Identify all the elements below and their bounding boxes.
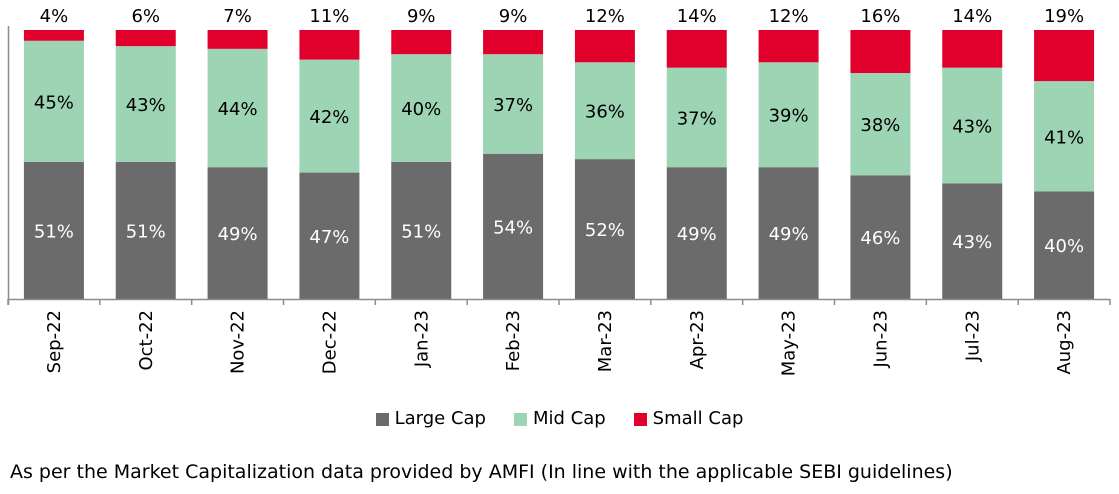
data-label-large-cap-jun-23: 46%	[860, 228, 900, 249]
bar-small-cap-aug-23	[1034, 30, 1095, 82]
bar-small-cap-may-23	[758, 30, 819, 63]
data-label-small-cap-apr-23: 14%	[677, 6, 717, 27]
legend-label-mid-cap: Mid Cap	[532, 408, 606, 429]
legend-label-small-cap: Small Cap	[652, 408, 744, 429]
x-tick-label-jul-23: Jul-23	[962, 310, 983, 362]
legend-label-large-cap: Large Cap	[394, 408, 486, 429]
data-label-mid-cap-may-23: 39%	[769, 106, 809, 127]
chart-legend: Large Cap Mid Cap Small Cap	[0, 404, 1119, 430]
legend-swatch-mid-cap	[513, 412, 527, 426]
legend-item-small-cap: Small Cap	[633, 404, 744, 430]
data-label-mid-cap-dec-22: 42%	[309, 107, 349, 128]
bar-mid-cap-may-23	[758, 62, 819, 168]
x-tick-label-mar-23: Mar-23	[595, 310, 616, 372]
bar-mid-cap-jun-23	[850, 73, 911, 176]
bar-small-cap-apr-23	[666, 30, 727, 68]
data-label-mid-cap-oct-22: 43%	[126, 95, 166, 116]
data-label-large-cap-nov-22: 49%	[218, 224, 258, 245]
data-label-large-cap-feb-23: 54%	[493, 217, 533, 238]
bar-small-cap-jul-23	[942, 30, 1003, 68]
bar-small-cap-jun-23	[850, 30, 911, 74]
data-label-mid-cap-jun-23: 38%	[860, 115, 900, 136]
bar-mid-cap-sep-22	[23, 40, 84, 162]
legend-swatch-small-cap	[633, 412, 647, 426]
bar-large-cap-jan-23	[391, 161, 452, 299]
x-tick-label-feb-23: Feb-23	[503, 310, 524, 371]
data-label-small-cap-may-23: 12%	[769, 6, 809, 27]
x-tick-label-oct-22: Oct-22	[136, 310, 157, 371]
data-label-mid-cap-feb-23: 37%	[493, 95, 533, 116]
data-label-mid-cap-jan-23: 40%	[401, 99, 441, 120]
bar-small-cap-jan-23	[391, 30, 452, 55]
data-label-large-cap-mar-23: 52%	[585, 220, 625, 241]
bar-large-cap-sep-22	[23, 161, 84, 299]
bar-mid-cap-feb-23	[483, 54, 544, 154]
data-label-small-cap-dec-22: 11%	[309, 6, 349, 27]
bar-large-cap-aug-23	[1034, 191, 1095, 299]
data-label-mid-cap-sep-22: 45%	[34, 92, 74, 113]
data-label-large-cap-jan-23: 51%	[401, 221, 441, 242]
data-label-small-cap-nov-22: 7%	[223, 6, 252, 27]
data-label-large-cap-aug-23: 40%	[1044, 236, 1084, 257]
bar-mid-cap-dec-22	[299, 59, 360, 173]
data-label-small-cap-mar-23: 12%	[585, 6, 625, 27]
x-tick-label-sep-22: Sep-22	[44, 310, 65, 373]
data-label-small-cap-jun-23: 16%	[860, 6, 900, 27]
bar-large-cap-dec-22	[299, 172, 360, 299]
data-label-mid-cap-aug-23: 41%	[1044, 127, 1084, 148]
bar-mid-cap-aug-23	[1034, 81, 1095, 192]
x-tick-label-dec-22: Dec-22	[319, 310, 340, 374]
data-label-small-cap-aug-23: 19%	[1044, 6, 1084, 27]
x-tick-label-aug-23: Aug-23	[1054, 310, 1075, 375]
bar-small-cap-oct-22	[115, 30, 176, 47]
bar-small-cap-sep-22	[23, 30, 84, 41]
x-tick-label-jan-23: Jan-23	[411, 310, 432, 368]
footnote: As per the Market Capitalization data pr…	[10, 461, 953, 483]
data-label-large-cap-jul-23: 43%	[952, 232, 992, 253]
stacked-bar-chart: 51% 45% 4% 51% 43% 6% 49% 44% 7% 47% 42% 11% 51% 40% 9…	[7, 6, 1111, 376]
x-tick-label-apr-23: Apr-23	[687, 310, 708, 369]
data-label-small-cap-jul-23: 14%	[952, 6, 992, 27]
data-label-large-cap-dec-22: 47%	[309, 227, 349, 248]
bar-large-cap-may-23	[758, 167, 819, 299]
bar-large-cap-nov-22	[207, 167, 268, 299]
bar-mid-cap-oct-22	[115, 46, 176, 162]
data-label-mid-cap-mar-23: 36%	[585, 102, 625, 123]
x-tick-label-jun-23: Jun-23	[870, 310, 891, 369]
data-label-large-cap-apr-23: 49%	[677, 224, 717, 245]
data-label-mid-cap-nov-22: 44%	[218, 99, 258, 120]
bar-large-cap-jul-23	[942, 183, 1003, 299]
data-label-mid-cap-apr-23: 37%	[677, 108, 717, 129]
bar-mid-cap-nov-22	[207, 48, 268, 168]
bar-mid-cap-jul-23	[942, 67, 1003, 184]
bar-small-cap-feb-23	[483, 30, 544, 55]
data-label-small-cap-jan-23: 9%	[407, 6, 436, 27]
x-tick-label-nov-22: Nov-22	[228, 310, 249, 374]
bar-large-cap-apr-23	[666, 167, 727, 299]
data-label-small-cap-feb-23: 9%	[499, 6, 528, 27]
x-tick-label-may-23: May-23	[779, 310, 800, 376]
bar-mid-cap-jan-23	[391, 54, 452, 162]
data-label-large-cap-may-23: 49%	[769, 224, 809, 245]
data-label-small-cap-oct-22: 6%	[131, 6, 160, 27]
bar-small-cap-dec-22	[299, 30, 360, 60]
legend-item-large-cap: Large Cap	[375, 404, 486, 430]
bar-small-cap-mar-23	[574, 30, 635, 63]
bar-large-cap-oct-22	[115, 161, 176, 299]
data-label-small-cap-sep-22: 4%	[40, 6, 69, 27]
legend-item-mid-cap: Mid Cap	[513, 404, 606, 430]
bar-mid-cap-apr-23	[666, 67, 727, 168]
bar-small-cap-nov-22	[207, 30, 268, 49]
data-label-mid-cap-jul-23: 43%	[952, 117, 992, 138]
bar-large-cap-jun-23	[850, 175, 911, 299]
bar-mid-cap-mar-23	[574, 62, 635, 160]
data-label-large-cap-sep-22: 51%	[34, 221, 74, 242]
data-label-large-cap-oct-22: 51%	[126, 221, 166, 242]
bar-large-cap-mar-23	[574, 159, 635, 299]
bar-large-cap-feb-23	[483, 153, 544, 299]
legend-swatch-large-cap	[375, 412, 389, 426]
